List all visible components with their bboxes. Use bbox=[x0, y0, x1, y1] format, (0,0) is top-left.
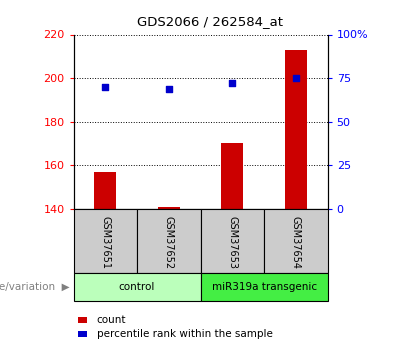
Text: GSM37654: GSM37654 bbox=[291, 216, 301, 269]
Point bbox=[102, 84, 109, 89]
Bar bbox=[221, 144, 244, 209]
Text: control: control bbox=[119, 282, 155, 292]
Text: genotype/variation  ▶: genotype/variation ▶ bbox=[0, 282, 69, 292]
Text: count: count bbox=[97, 315, 126, 325]
Point bbox=[229, 80, 236, 86]
Bar bbox=[74, 273, 201, 301]
Bar bbox=[158, 207, 180, 209]
Point bbox=[165, 86, 172, 91]
Text: GDS2066 / 262584_at: GDS2066 / 262584_at bbox=[137, 16, 283, 29]
Text: GSM37651: GSM37651 bbox=[100, 216, 110, 269]
Text: GSM37653: GSM37653 bbox=[227, 216, 237, 269]
Bar bbox=[201, 273, 328, 301]
Bar bbox=[94, 172, 116, 209]
Bar bbox=[137, 209, 201, 273]
Bar bbox=[201, 209, 264, 273]
Text: percentile rank within the sample: percentile rank within the sample bbox=[97, 329, 273, 338]
Bar bbox=[285, 50, 307, 209]
Bar bbox=[264, 209, 328, 273]
Bar bbox=[74, 209, 137, 273]
Point bbox=[292, 75, 299, 81]
Text: GSM37652: GSM37652 bbox=[164, 216, 174, 269]
Text: miR319a transgenic: miR319a transgenic bbox=[212, 282, 317, 292]
